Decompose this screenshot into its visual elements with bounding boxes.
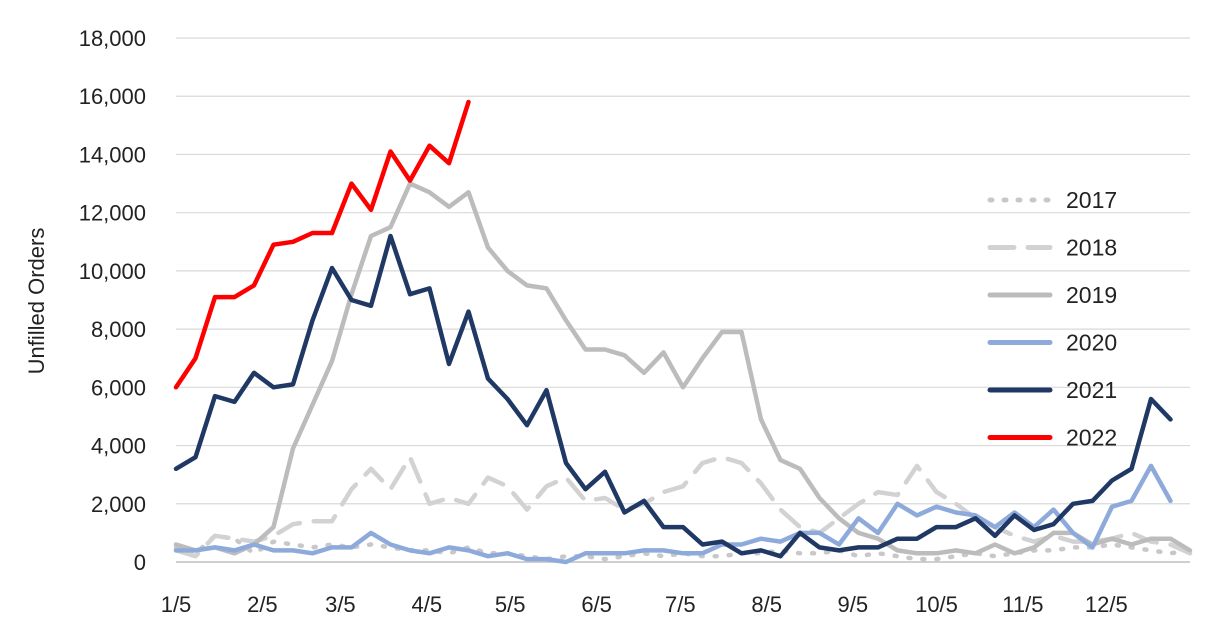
x-tick-label: 6/5 [581,592,612,617]
y-tick-label: 16,000 [79,84,146,109]
legend-label-2017: 2017 [1066,187,1117,213]
axes: 0 2,000 4,000 6,000 8,000 10,000 12,000 14,000 1… [79,26,1190,617]
series-line-2021 [173,233,1173,559]
series-line-2019 [173,181,1193,556]
x-tick-label: 7/5 [665,592,696,617]
legend-label-2020: 2020 [1066,330,1117,356]
series-line-2020 [173,463,1173,565]
x-tick-label: 11/5 [1002,592,1043,617]
legend-label-2018: 2018 [1066,235,1117,261]
series-line-2018 [173,454,1193,559]
y-tick-label: 8,000 [91,317,146,342]
series-lines [173,99,1193,565]
legend-label-2022: 2022 [1066,425,1117,451]
legend-label-2021: 2021 [1066,377,1117,403]
y-tick-label: 14,000 [79,142,146,167]
legend: 2017 2018 2019 2020 2021 2022 [987,187,1117,451]
x-tick-label: 5/5 [495,592,526,617]
x-tick-label: 8/5 [751,592,782,617]
y-tick-label: 0 [134,550,146,575]
x-tick-label: 2/5 [247,592,278,617]
y-tick-label: 4,000 [91,434,146,459]
x-tick-label: 1/5 [161,592,192,617]
y-tick-label: 2,000 [91,492,146,517]
legend-label-2019: 2019 [1066,282,1117,308]
x-tick-label: 10/5 [915,592,958,617]
x-tick-label: 4/5 [411,592,442,617]
gridlines [176,37,1190,505]
series-line-2022 [173,99,471,390]
y-axis-title: Unfilled Orders [24,228,49,375]
y-tick-label: 18,000 [79,26,146,51]
y-tick-label: 6,000 [91,375,146,400]
y-tick-label: 10,000 [79,259,146,284]
x-tick-label: 12/5 [1085,592,1128,617]
x-tick-label: 3/5 [325,592,356,617]
y-tick-label: 12,000 [79,201,146,226]
x-tick-label: 9/5 [838,592,869,617]
